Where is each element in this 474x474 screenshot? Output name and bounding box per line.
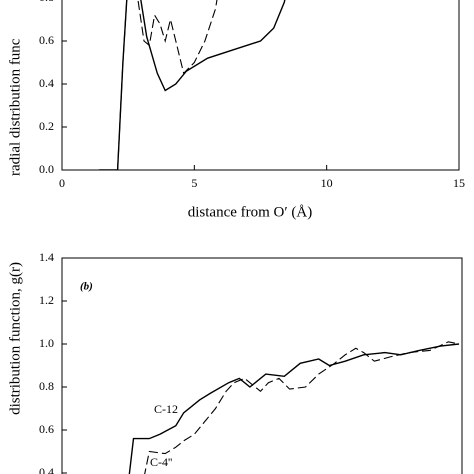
curve-label: C-4'' (150, 455, 172, 469)
y-tick-label: 0.4 (39, 465, 54, 474)
plot-frame (61, 257, 463, 474)
y-tick-label: 0.8 (39, 379, 54, 393)
data-line (99, 0, 286, 170)
x-axis-label: distance from O′ (Å) (188, 204, 313, 220)
y-tick-label: 0.6 (39, 33, 54, 47)
curve-label: C-12 (154, 402, 178, 416)
y-tick-label: 0.4 (39, 76, 54, 90)
data-line (128, 343, 460, 474)
y-tick-label: 0.2 (39, 119, 54, 133)
y-tick-label: 1.2 (39, 293, 54, 307)
y-tick-label: 1.0 (39, 336, 54, 350)
y-axis-label: distribution function, g(r) (7, 262, 23, 415)
x-tick-label: 0 (59, 176, 65, 190)
x-tick-label: 5 (191, 176, 197, 190)
data-line (117, 0, 218, 170)
y-tick-label: 0.0 (39, 162, 54, 176)
y-tick-label: 0.8 (39, 0, 54, 4)
x-tick-label: 10 (321, 176, 333, 190)
data-line (144, 341, 460, 474)
x-tick-label: 15 (453, 176, 465, 190)
panel-label: (b) (80, 281, 93, 293)
y-tick-label: 1.4 (39, 250, 54, 264)
plot-frame (61, 0, 460, 171)
y-axis-label: radial distribution func (7, 38, 23, 176)
y-tick-label: 0.6 (39, 422, 54, 436)
